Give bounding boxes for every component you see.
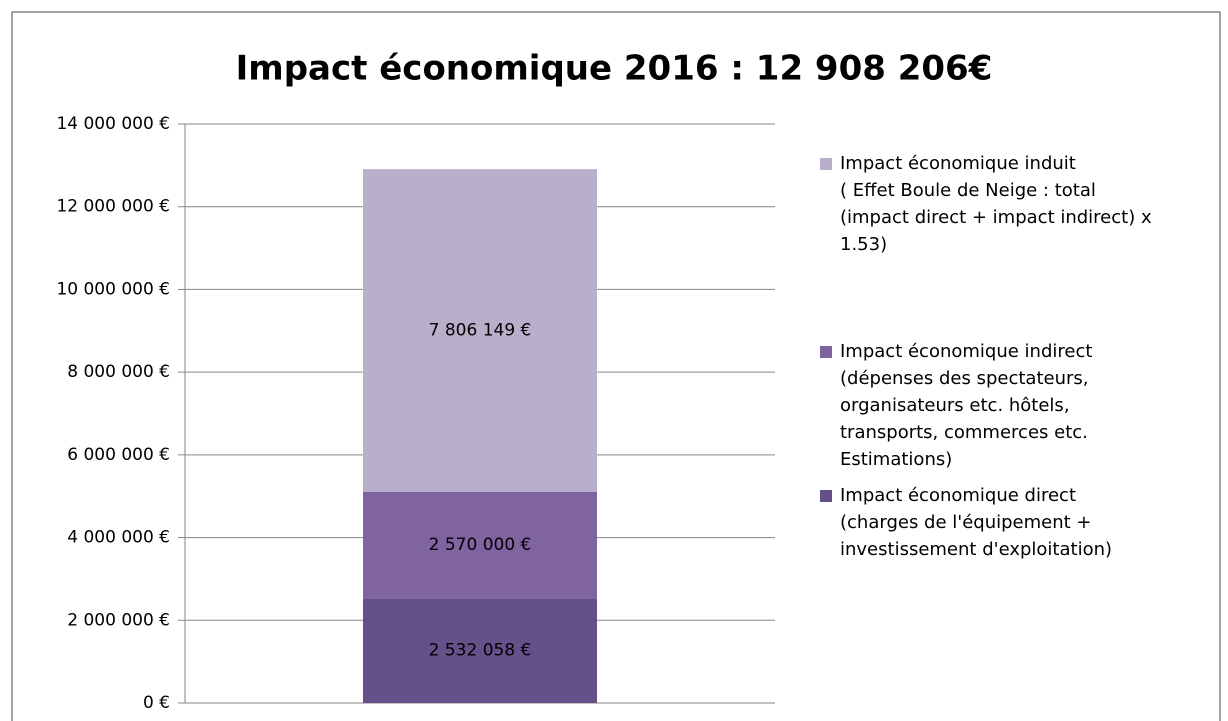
y-tick-label: 10 000 000 € bbox=[56, 279, 170, 299]
y-tick-label: 14 000 000 € bbox=[56, 114, 170, 134]
y-tick-label: 2 000 000 € bbox=[67, 610, 170, 630]
legend-label: Impact économique direct (charges de l'é… bbox=[840, 485, 1113, 560]
bar-segment bbox=[363, 491, 597, 599]
legend-label: Impact économique indirect (dépenses des… bbox=[840, 341, 1093, 470]
y-tick-label: 0 € bbox=[143, 693, 170, 713]
data-label: 2 570 000 € bbox=[429, 535, 532, 555]
data-label: 7 806 149 € bbox=[429, 321, 532, 341]
legend-swatch bbox=[820, 490, 832, 502]
y-tick-label: 12 000 000 € bbox=[56, 197, 170, 217]
y-tick-label: 6 000 000 € bbox=[67, 445, 170, 465]
legend-swatch bbox=[820, 158, 832, 170]
bar-segment bbox=[363, 598, 597, 703]
data-label: 2 532 058 € bbox=[429, 641, 532, 661]
y-tick-label: 4 000 000 € bbox=[67, 528, 170, 548]
chart-title: Impact économique 2016 : 12 908 206€ bbox=[236, 49, 993, 89]
chart-border bbox=[11, 11, 1221, 721]
bar-segment bbox=[363, 169, 597, 492]
legend-label: Impact économique induit ( Effet Boule d… bbox=[840, 153, 1152, 255]
y-tick-label: 8 000 000 € bbox=[67, 362, 170, 382]
legend-swatch bbox=[820, 346, 832, 358]
